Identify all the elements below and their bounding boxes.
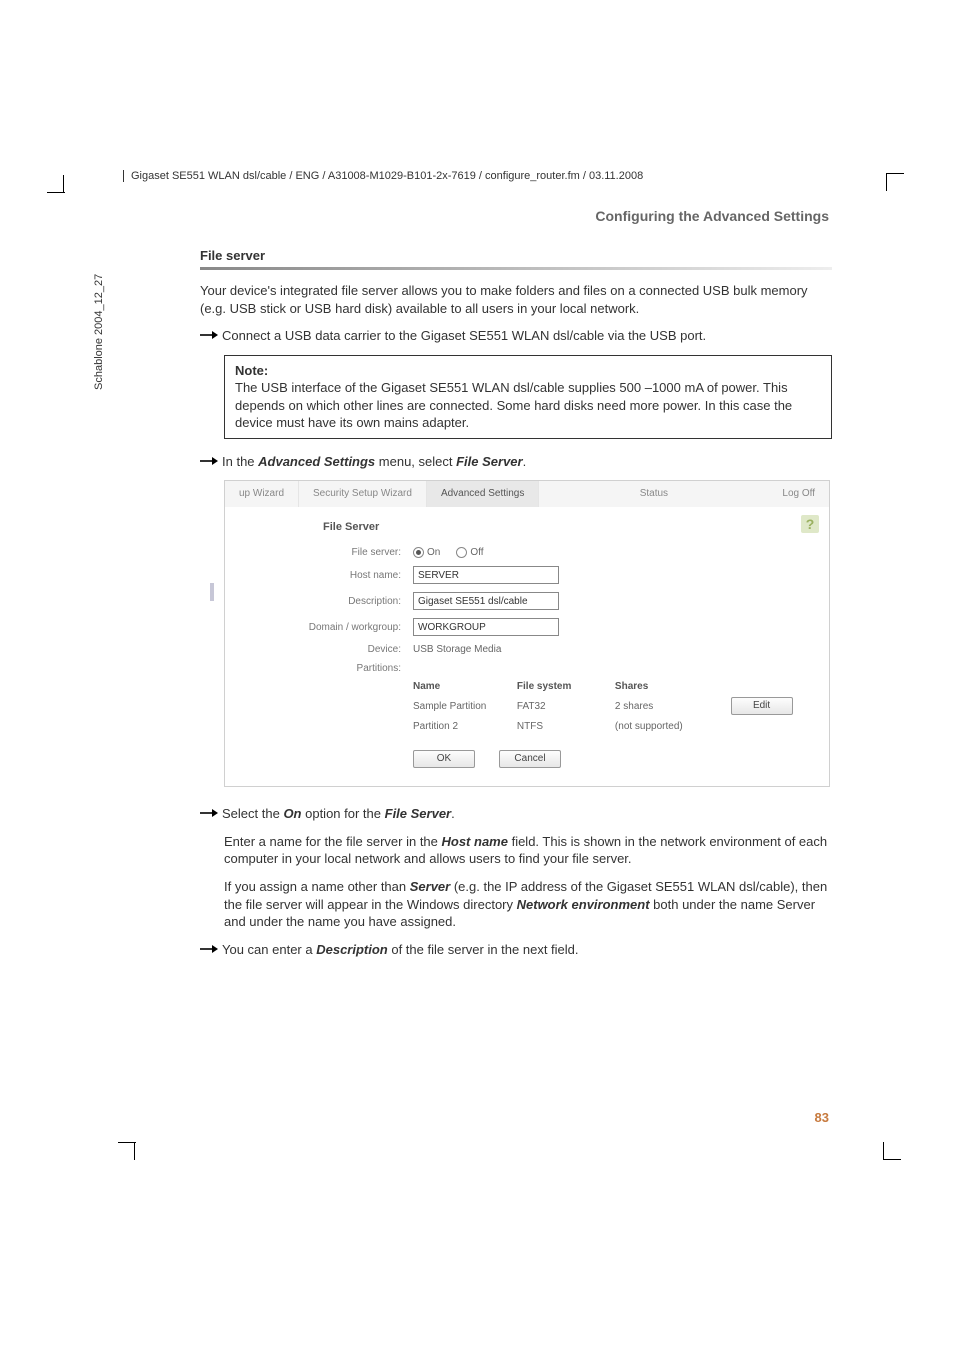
crop-mark (883, 1159, 901, 1160)
panel-title: File Server (323, 521, 809, 533)
partitions-table: Name File system Shares Sample Partition… (413, 676, 809, 736)
table-row: Partition 2 NTFS (not supported) (413, 716, 809, 736)
logoff-link[interactable]: Log Off (768, 481, 829, 507)
label-device: Device: (245, 644, 413, 655)
edit-button[interactable]: Edit (731, 697, 793, 715)
step-text: Select the On option for the File Server… (222, 805, 455, 823)
tab-security-wizard[interactable]: Security Setup Wizard (299, 481, 427, 507)
header-path: Gigaset SE551 WLAN dsl/cable / ENG / A31… (131, 170, 643, 182)
radio-on[interactable]: On (413, 547, 440, 558)
router-ui-screenshot: up Wizard Security Setup Wizard Advanced… (224, 480, 830, 787)
note-box: Note: The USB interface of the Gigaset S… (224, 355, 832, 439)
arrow-icon (200, 330, 222, 340)
page-number: 83 (815, 1110, 829, 1125)
paragraph: If you assign a name other than Server (… (224, 878, 832, 931)
table-row: Sample Partition FAT32 2 shares Edit (413, 696, 809, 716)
heading-file-server: File server (200, 248, 832, 263)
heading-rule (200, 267, 832, 270)
radio-off[interactable]: Off (456, 547, 483, 558)
device-value: USB Storage Media (413, 644, 501, 655)
col-header-name: Name (413, 681, 517, 692)
step-text: In the Advanced Settings menu, select Fi… (222, 453, 526, 471)
section-title: Configuring the Advanced Settings (595, 208, 829, 224)
step-text: Connect a USB data carrier to the Gigase… (222, 327, 706, 345)
step-text: You can enter a Description of the file … (222, 941, 579, 959)
arrow-icon (200, 944, 222, 954)
col-header-fs: File system (517, 681, 615, 692)
help-icon[interactable]: ? (801, 515, 819, 533)
domain-input[interactable]: WORKGROUP (413, 618, 559, 636)
crop-mark (883, 1142, 884, 1160)
crop-mark (886, 173, 887, 191)
note-label: Note: (235, 362, 821, 380)
label-domain: Domain / workgroup: (245, 622, 413, 633)
crop-mark (886, 173, 904, 174)
col-header-shares: Shares (615, 681, 731, 692)
ok-button[interactable]: OK (413, 750, 475, 768)
tab-setup-wizard[interactable]: up Wizard (225, 481, 299, 507)
host-name-input[interactable]: SERVER (413, 566, 559, 584)
arrow-icon (200, 808, 222, 818)
template-side-label: Schablone 2004_12_27 (93, 274, 105, 390)
cancel-button[interactable]: Cancel (499, 750, 561, 768)
arrow-icon (200, 456, 222, 466)
intro-paragraph: Your device's integrated file server all… (200, 282, 832, 317)
tab-advanced-settings[interactable]: Advanced Settings (427, 481, 539, 507)
note-body: The USB interface of the Gigaset SE551 W… (235, 379, 821, 432)
crop-mark (63, 175, 64, 193)
tab-status[interactable]: Status (626, 481, 682, 507)
label-partitions: Partitions: (245, 663, 413, 674)
label-description: Description: (245, 596, 413, 607)
tab-bar: up Wizard Security Setup Wizard Advanced… (225, 481, 829, 507)
description-input[interactable]: Gigaset SE551 dsl/cable (413, 592, 559, 610)
label-host-name: Host name: (245, 570, 413, 581)
paragraph: Enter a name for the file server in the … (224, 833, 832, 868)
label-file-server: File server: (245, 547, 413, 558)
crop-mark (134, 1142, 135, 1160)
